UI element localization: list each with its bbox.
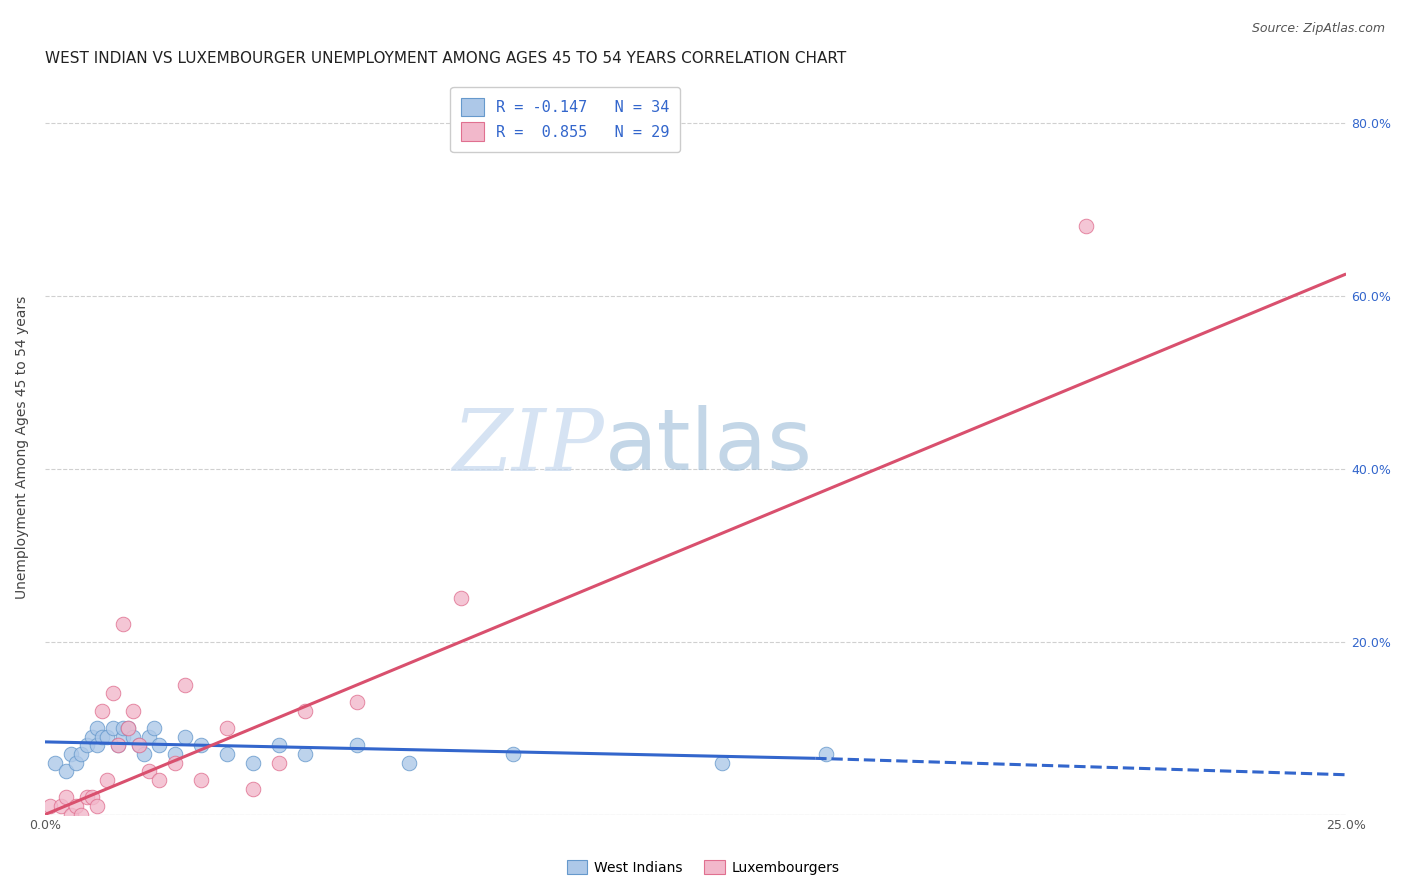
Point (165, 747, 187, 761)
Point (190, 739, 212, 753)
Point (190, 772, 212, 787)
Point (39, 798, 62, 813)
Point (398, 756, 420, 770)
Point (80, 730, 103, 744)
Legend: West Indians, Luxembourgers: West Indians, Luxembourgers (561, 855, 845, 880)
Point (148, 772, 170, 787)
Point (117, 721, 139, 735)
Point (122, 704, 145, 718)
Point (91, 704, 114, 718)
Point (76, 790, 98, 805)
Point (217, 721, 239, 735)
Point (148, 739, 170, 753)
Point (107, 739, 129, 753)
Point (294, 704, 316, 718)
Point (59, 747, 82, 761)
Point (86, 798, 108, 813)
Text: ZIP: ZIP (453, 406, 605, 488)
Point (112, 617, 135, 632)
Point (122, 730, 145, 744)
Point (242, 781, 264, 796)
Text: Source: ZipAtlas.com: Source: ZipAtlas.com (1251, 22, 1385, 36)
Point (101, 686, 124, 700)
Point (143, 721, 166, 735)
Point (294, 747, 316, 761)
Point (44, 756, 66, 770)
Point (76, 739, 98, 753)
Point (174, 730, 197, 744)
Point (269, 739, 291, 753)
Point (165, 756, 187, 770)
Point (112, 721, 135, 735)
Point (346, 695, 368, 709)
Point (710, 756, 733, 770)
Point (96, 730, 118, 744)
Point (217, 747, 239, 761)
Point (70, 807, 93, 822)
Point (86, 721, 108, 735)
Point (269, 756, 291, 770)
Point (55, 790, 77, 805)
Point (450, 591, 472, 606)
Point (1074, 219, 1097, 234)
Text: WEST INDIAN VS LUXEMBOURGER UNEMPLOYMENT AMONG AGES 45 TO 54 YEARS CORRELATION C: WEST INDIAN VS LUXEMBOURGER UNEMPLOYMENT… (45, 51, 846, 66)
Point (242, 756, 264, 770)
Point (70, 747, 93, 761)
Point (96, 772, 118, 787)
Point (138, 730, 160, 744)
Point (814, 747, 837, 761)
Point (112, 730, 135, 744)
Point (49, 798, 72, 813)
Point (132, 747, 155, 761)
Point (91, 730, 114, 744)
Point (80, 790, 103, 805)
Point (65, 756, 87, 770)
Point (128, 739, 150, 753)
Point (117, 721, 139, 735)
Point (138, 764, 160, 779)
Y-axis label: Unemployment Among Ages 45 to 54 years: Unemployment Among Ages 45 to 54 years (15, 295, 30, 599)
Point (346, 739, 368, 753)
Point (128, 739, 150, 753)
Point (59, 807, 82, 822)
Point (174, 678, 197, 692)
Point (65, 798, 87, 813)
Point (86, 739, 108, 753)
Text: atlas: atlas (605, 406, 813, 489)
Point (107, 739, 129, 753)
Legend: R = -0.147   N = 34, R =  0.855   N = 29: R = -0.147 N = 34, R = 0.855 N = 29 (450, 87, 681, 152)
Point (55, 764, 77, 779)
Point (502, 747, 524, 761)
Point (101, 721, 124, 735)
